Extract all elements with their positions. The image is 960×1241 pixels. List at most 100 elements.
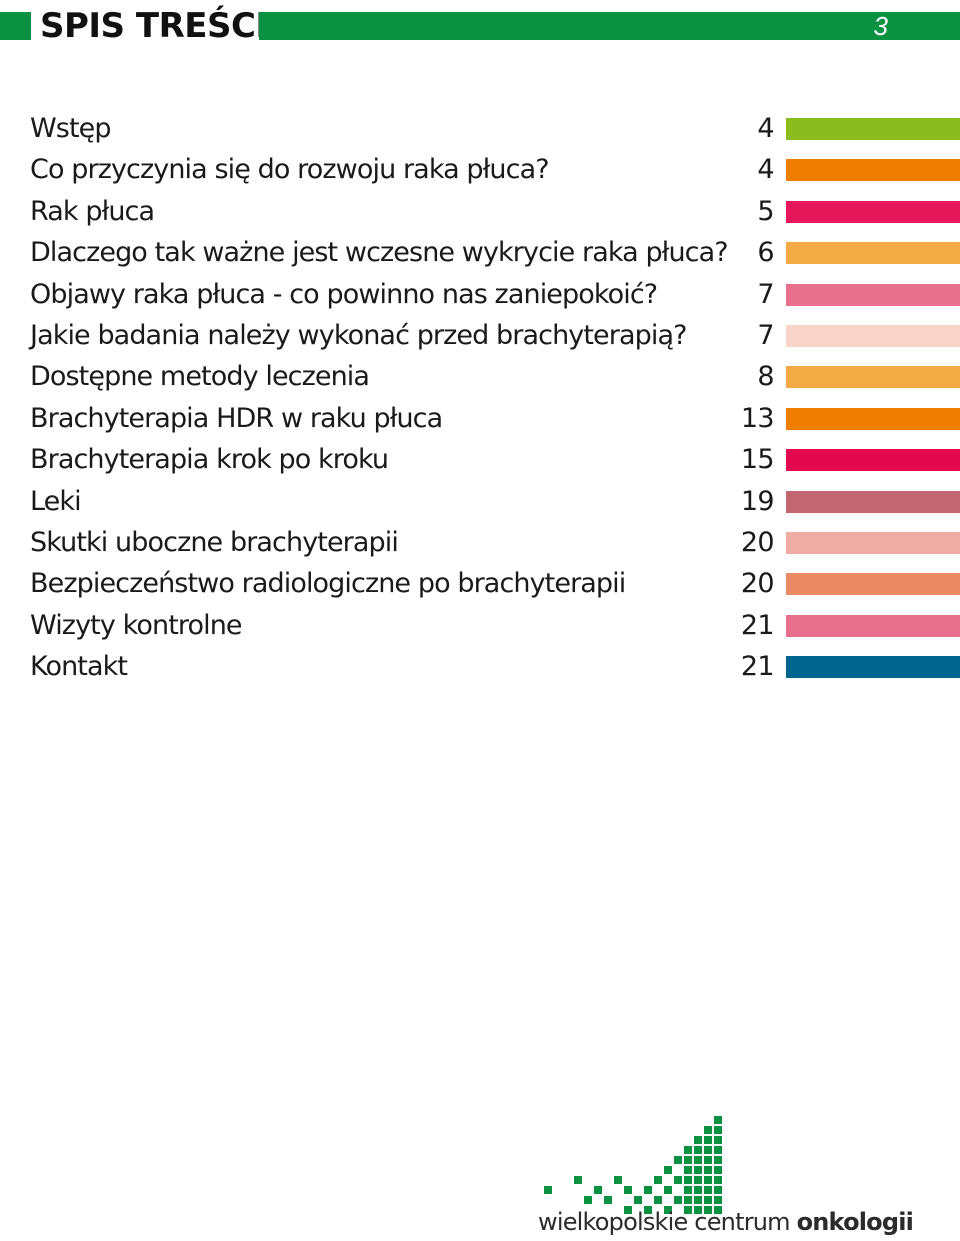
logo-pixel xyxy=(684,1156,692,1164)
toc-entry-title: Brachyterapia HDR w raku płuca xyxy=(30,402,443,434)
logo-pixel xyxy=(694,1206,702,1214)
logo-pixel xyxy=(704,1186,712,1194)
toc-entry-title: Skutki uboczne brachyterapii xyxy=(30,526,399,558)
toc-entry-title: Wstęp xyxy=(30,113,112,144)
logo-wordmark: wielkopolskie centrum onkologii xyxy=(538,1208,914,1236)
toc-entry[interactable]: Wstęp 4 xyxy=(0,108,960,149)
toc-entry[interactable]: Jakie badania należy wykonać przed brach… xyxy=(0,315,960,356)
toc-entry[interactable]: Rak płuca 5 xyxy=(0,191,960,232)
logo-pixel xyxy=(684,1166,692,1174)
toc-entry-page-number: 21 xyxy=(740,609,775,641)
toc-entry-title: Dlaczego tak ważne jest wczesne wykrycie… xyxy=(30,237,729,269)
page-number: 3 xyxy=(873,11,888,41)
logo-pixel xyxy=(714,1166,722,1174)
toc-entry[interactable]: Kontakt 21 xyxy=(0,646,960,687)
logo-pixel xyxy=(694,1166,702,1174)
toc-entry-page-number: 8 xyxy=(757,361,774,393)
toc-entry[interactable]: Bezpieczeństwo radiologiczne po brachyte… xyxy=(0,563,960,604)
toc-entry-color-bar xyxy=(786,656,960,679)
toc-entry-title: Leki xyxy=(30,485,82,517)
toc-entry[interactable]: Brachyterapia krok po kroku 15 xyxy=(0,439,960,480)
toc-entry-color-bar xyxy=(786,242,960,265)
logo-pixel xyxy=(624,1206,632,1214)
logo-pixel xyxy=(694,1176,702,1184)
toc-entry[interactable]: Dlaczego tak ważne jest wczesne wykrycie… xyxy=(0,232,960,273)
logo-pixel xyxy=(584,1196,592,1204)
toc-entry-color-bar xyxy=(786,159,960,182)
logo-pixel xyxy=(634,1196,642,1204)
logo-pixel xyxy=(684,1186,692,1194)
logo-pixel xyxy=(624,1186,632,1194)
logo-pixel xyxy=(684,1176,692,1184)
logo-pixel xyxy=(654,1176,662,1184)
toc-entry-color-bar xyxy=(786,283,960,306)
toc-entry-title: Jakie badania należy wykonać przed brach… xyxy=(30,319,687,351)
logo-pixel xyxy=(674,1156,682,1164)
toc-entry-color-bar xyxy=(786,118,960,140)
logo-pixel xyxy=(714,1146,722,1154)
logo-pixel xyxy=(704,1196,712,1204)
toc-entry-color-bar xyxy=(786,614,960,637)
logo-pixel xyxy=(714,1176,722,1184)
toc-entry-title: Wizyty kontrolne xyxy=(30,609,243,641)
logo-pixel xyxy=(614,1176,622,1184)
toc-entry-page-number: 5 xyxy=(757,195,774,227)
logo-pixel xyxy=(714,1196,722,1204)
logo-pixel xyxy=(594,1186,602,1194)
logo-pixel xyxy=(704,1166,712,1174)
logo-pixel xyxy=(604,1196,612,1204)
page-header: SPIS TREŚCI 3 xyxy=(0,6,960,46)
toc-entry-page-number: 20 xyxy=(740,568,775,600)
logo-pixel xyxy=(684,1146,692,1154)
toc-entry[interactable]: Objawy raka płuca - co powinno nas zanie… xyxy=(0,274,960,315)
logo-pixel xyxy=(714,1126,722,1134)
toc-entry-page-number: 7 xyxy=(757,319,774,351)
logo-pixel xyxy=(684,1196,692,1204)
logo-pixel xyxy=(714,1136,722,1144)
toc-entry-page-number: 19 xyxy=(740,485,775,517)
logo-pixel xyxy=(704,1176,712,1184)
toc-entry-page-number: 20 xyxy=(740,526,775,558)
logo-pixel xyxy=(714,1116,722,1124)
logo-pixel xyxy=(664,1186,672,1194)
logo-pixel xyxy=(684,1206,692,1214)
pixel-mosaic-logo-icon xyxy=(544,1116,722,1214)
logo-pixel xyxy=(694,1146,702,1154)
toc-entry-title: Rak płuca xyxy=(30,195,155,227)
toc-entry[interactable]: Leki 19 xyxy=(0,481,960,522)
header-accent-bar xyxy=(259,12,960,40)
logo-pixel xyxy=(544,1186,552,1194)
toc-entry-page-number: 21 xyxy=(740,651,775,683)
logo-pixel xyxy=(704,1136,712,1144)
logo-pixel xyxy=(704,1206,712,1214)
toc-entry-title: Objawy raka płuca - co powinno nas zanie… xyxy=(30,278,658,310)
logo-pixel xyxy=(574,1176,582,1184)
toc-entry-color-bar xyxy=(786,531,960,554)
logo-pixel xyxy=(644,1206,652,1214)
toc-entry[interactable]: Wizyty kontrolne 21 xyxy=(0,605,960,646)
logo-pixel xyxy=(694,1136,702,1144)
header-accent-block xyxy=(0,12,31,40)
toc-entry[interactable]: Brachyterapia HDR w raku płuca 13 xyxy=(0,398,960,439)
logo-wordmark-bold: onkologii xyxy=(796,1208,914,1236)
toc-entry-page-number: 6 xyxy=(757,237,774,269)
toc-entry-color-bar xyxy=(786,449,960,472)
logo-pixel xyxy=(694,1196,702,1204)
toc-entry[interactable]: Dostępne metody leczenia 8 xyxy=(0,356,960,397)
logo-pixel xyxy=(654,1196,662,1204)
logo-pixel xyxy=(704,1156,712,1164)
logo-wordmark-regular: wielkopolskie centrum xyxy=(538,1208,797,1236)
toc-entry-title: Brachyterapia krok po kroku xyxy=(30,444,389,476)
logo-pixel xyxy=(694,1186,702,1194)
toc-entry-color-bar xyxy=(786,324,960,347)
logo-pixel xyxy=(674,1196,682,1204)
toc-entry-title: Bezpieczeństwo radiologiczne po brachyte… xyxy=(30,568,626,600)
toc-entry-page-number: 15 xyxy=(740,444,775,476)
page-title: SPIS TREŚCI xyxy=(40,6,268,46)
toc-entry-page-number: 4 xyxy=(757,154,774,186)
toc-entry-page-number: 7 xyxy=(757,278,774,310)
toc-entry[interactable]: Co przyczynia się do rozwoju raka płuca?… xyxy=(0,149,960,190)
logo-pixel xyxy=(704,1146,712,1154)
toc-entry-title: Co przyczynia się do rozwoju raka płuca? xyxy=(30,154,550,186)
toc-entry[interactable]: Skutki uboczne brachyterapii 20 xyxy=(0,522,960,563)
